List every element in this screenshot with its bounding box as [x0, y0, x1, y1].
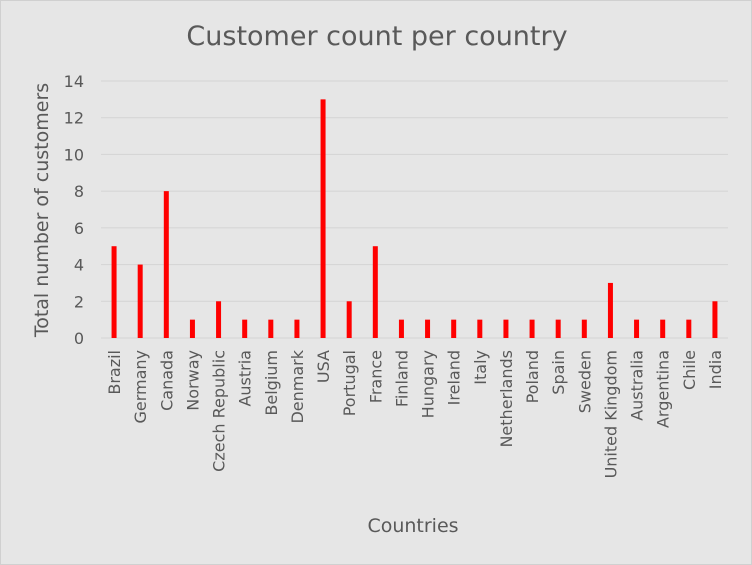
- y-tick-label: 14: [64, 72, 84, 91]
- y-tick-label: 6: [74, 219, 84, 238]
- bar-australia: [634, 319, 640, 338]
- x-category-label: Norway: [183, 350, 202, 411]
- bar-portugal: [346, 301, 352, 338]
- bar-chile: [686, 319, 692, 338]
- bar-india: [712, 301, 718, 338]
- y-tick-label: 10: [64, 145, 84, 164]
- bar-netherlands: [503, 319, 509, 338]
- y-tick-label: 4: [74, 256, 84, 275]
- bar-poland: [529, 319, 535, 338]
- x-category-label: Canada: [157, 350, 176, 411]
- bar-ireland: [451, 319, 457, 338]
- bar-norway: [189, 319, 195, 338]
- x-category-label: Denmark: [288, 349, 307, 423]
- x-category-label: Netherlands: [497, 350, 516, 448]
- x-category-label: Czech Republic: [210, 350, 229, 472]
- x-category-label: United Kingdom: [601, 350, 620, 478]
- y-axis-label: Total number of customers: [31, 83, 53, 338]
- x-category-label: Brazil: [105, 350, 124, 395]
- bar-usa: [320, 99, 326, 338]
- bar-hungary: [425, 319, 431, 338]
- x-category-label: Portugal: [340, 350, 359, 416]
- x-category-label: Spain: [549, 350, 568, 395]
- x-category-labels: Brazil Germany Canada Norway Czech Republic A…: [105, 349, 725, 478]
- x-category-label: Argentina: [654, 350, 673, 428]
- x-category-label: Ireland: [445, 350, 464, 405]
- bar-brazil: [111, 246, 117, 338]
- bar-canada: [163, 191, 169, 338]
- x-category-label: USA: [314, 350, 333, 383]
- bars: [111, 99, 718, 338]
- bar-spain: [555, 319, 561, 338]
- bar-germany: [137, 264, 143, 338]
- x-category-label: Poland: [523, 350, 542, 403]
- bar-united-kingdom: [607, 282, 613, 338]
- y-tick-label: 12: [64, 109, 84, 128]
- bar-czech-republic: [216, 301, 222, 338]
- x-category-label: India: [706, 350, 725, 389]
- bar-austria: [242, 319, 248, 338]
- x-category-label: Germany: [131, 350, 150, 424]
- bar-italy: [477, 319, 483, 338]
- x-category-label: Australia: [628, 350, 647, 421]
- y-tick-label: 8: [74, 182, 84, 201]
- x-category-label: Italy: [471, 350, 490, 385]
- gridlines: [101, 80, 728, 339]
- x-category-label: Sweden: [575, 350, 594, 413]
- y-tick-label: 2: [74, 292, 84, 311]
- x-axis-label: Countries: [367, 515, 458, 537]
- chart-title: Customer count per country: [186, 21, 567, 52]
- x-category-label: Austria: [236, 350, 255, 407]
- bar-france: [372, 246, 378, 338]
- x-category-label: Hungary: [419, 350, 438, 418]
- x-category-label: Belgium: [262, 350, 281, 416]
- x-category-label: Chile: [680, 350, 699, 390]
- y-tick-label: 0: [74, 329, 84, 348]
- x-category-label: Finland: [392, 350, 411, 407]
- bar-sweden: [581, 319, 587, 338]
- bar-finland: [398, 319, 404, 338]
- x-category-label: France: [366, 350, 385, 403]
- bar-denmark: [294, 319, 300, 338]
- bar-argentina: [660, 319, 666, 338]
- y-tick-labels: 0 2 4 6 8 10 12 14: [64, 72, 84, 348]
- bar-belgium: [268, 319, 274, 338]
